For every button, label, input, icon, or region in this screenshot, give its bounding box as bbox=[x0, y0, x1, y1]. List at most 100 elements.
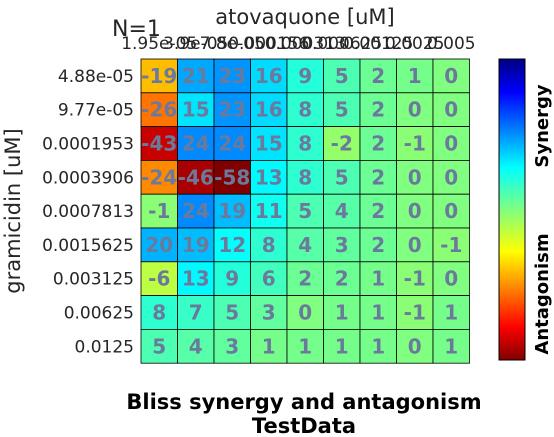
heatmap-cell-value: -46 bbox=[178, 165, 214, 189]
heatmap-cell-value: 13 bbox=[182, 267, 210, 291]
heatmap-cell-value: 0 bbox=[408, 98, 422, 122]
heatmap-cell-value: 1 bbox=[408, 64, 422, 88]
heatmap-cell-value: 16 bbox=[255, 98, 283, 122]
y-tick-label: 0.0001953 bbox=[42, 135, 134, 155]
heatmap-cell-value: 1 bbox=[371, 301, 385, 325]
heatmap-cell bbox=[213, 328, 251, 364]
heatmap-cell bbox=[432, 227, 470, 263]
heatmap-cell bbox=[140, 58, 178, 94]
heatmap-cell bbox=[359, 126, 397, 161]
heatmap-cell bbox=[140, 193, 178, 229]
heatmap-cell-value: 8 bbox=[262, 233, 276, 257]
heatmap-cell bbox=[286, 159, 324, 195]
heatmap-cell bbox=[140, 126, 178, 161]
heatmap-cell-value: 5 bbox=[335, 64, 349, 88]
heatmap-cell bbox=[432, 328, 470, 364]
heatmap-cell-value: 2 bbox=[371, 98, 385, 122]
heatmap-cell-value: 21 bbox=[182, 64, 210, 88]
heatmap-cell-value: 11 bbox=[255, 199, 283, 223]
heatmap-cell bbox=[286, 126, 324, 161]
heatmap-cell bbox=[286, 295, 324, 330]
heatmap-cell bbox=[432, 193, 470, 229]
heatmap-cell-value: 0 bbox=[444, 199, 458, 223]
heatmap-cell-value: -24 bbox=[141, 165, 177, 189]
heatmap-cell-value: -26 bbox=[141, 98, 177, 122]
heatmap-cell-value: 5 bbox=[298, 199, 312, 223]
heatmap-cell-value: 9 bbox=[298, 64, 312, 88]
heatmap-cell-value: 8 bbox=[298, 98, 312, 122]
y-tick-label: 0.003125 bbox=[53, 270, 134, 290]
y-tick-label: 9.77e-05 bbox=[58, 101, 134, 121]
heatmap-cell-value: 0 bbox=[444, 98, 458, 122]
heatmap-cell-value: -1 bbox=[404, 267, 426, 291]
chart-subtitle: TestData bbox=[252, 414, 356, 437]
heatmap-cell bbox=[213, 193, 251, 229]
heatmap-cell-value: 15 bbox=[255, 132, 283, 156]
heatmap-cell-value: 4 bbox=[298, 233, 312, 257]
heatmap-cell-value: -1 bbox=[148, 199, 170, 223]
y-tick-labels: 4.88e-05 9.77e-05 0.0001953 0.0003906 0.0007… bbox=[42, 67, 134, 357]
x-tick-label: 0.00125 bbox=[343, 34, 413, 54]
heatmap-cell-value: 0 bbox=[408, 199, 422, 223]
heatmap-cell bbox=[213, 126, 251, 161]
heatmap-cell-value: 5 bbox=[152, 334, 166, 358]
x-tick-label: 3.9e-05 bbox=[163, 34, 228, 54]
heatmap-cell bbox=[396, 58, 434, 94]
heatmap-cell-value: -6 bbox=[148, 267, 170, 291]
x-tick-label: 0.000313 bbox=[265, 34, 346, 54]
x-tick-label: 0.0025 bbox=[385, 34, 444, 54]
heatmap-cell-value: 7 bbox=[189, 301, 203, 325]
heatmap-cell-value: 2 bbox=[371, 64, 385, 88]
heatmap-cell-value: 20 bbox=[145, 233, 173, 257]
heatmap-cell-value: 19 bbox=[182, 233, 210, 257]
y-tick-label: 4.88e-05 bbox=[58, 67, 134, 87]
heatmap-cell-value: 3 bbox=[225, 334, 239, 358]
heatmap-cell bbox=[140, 92, 178, 128]
heatmap-cell-value: 23 bbox=[218, 98, 246, 122]
heatmap-cell-value: 15 bbox=[182, 98, 210, 122]
heatmap-cell-value: 2 bbox=[335, 267, 349, 291]
heatmap-cell bbox=[323, 227, 361, 263]
x-tick-labels: 1.95e-053.9e-057.8e-050.0001560.0003130.… bbox=[121, 34, 475, 54]
heatmap-cell-value: 0 bbox=[444, 64, 458, 88]
heatmap-cell-value: 0 bbox=[408, 165, 422, 189]
heatmap-cell-value: 5 bbox=[335, 165, 349, 189]
heatmap-cell-value: -1 bbox=[404, 132, 426, 156]
heatmap-cell-value: 6 bbox=[262, 267, 276, 291]
colorbar-label-antagonism: Antagonism bbox=[532, 233, 553, 354]
heatmap-cell bbox=[213, 261, 251, 296]
heatmap-cell-value: 24 bbox=[182, 199, 210, 223]
heatmap-cell bbox=[286, 328, 324, 364]
heatmap-cell bbox=[432, 261, 470, 296]
heatmap-cell-value: 2 bbox=[298, 267, 312, 291]
heatmap-cell bbox=[286, 261, 324, 296]
heatmap-cell bbox=[177, 328, 215, 364]
heatmap-cell bbox=[396, 295, 434, 330]
heatmap-cell bbox=[250, 261, 288, 296]
heatmap-cell-value: -19 bbox=[141, 64, 177, 88]
x-tick-label: 7.8e-05 bbox=[200, 34, 265, 54]
heatmap-cell bbox=[286, 193, 324, 229]
heatmap-cell bbox=[359, 328, 397, 364]
y-tick-label: 0.0015625 bbox=[42, 236, 134, 256]
chart-title: Bliss synergy and antagonism bbox=[126, 390, 481, 414]
heatmap-cell bbox=[432, 126, 470, 161]
heatmap-cell bbox=[250, 328, 288, 364]
heatmap-cell-value: 4 bbox=[189, 334, 203, 358]
heatmap-cell-value: 0 bbox=[408, 233, 422, 257]
heatmap-cell-value: 24 bbox=[218, 132, 246, 156]
heatmap-cell-value: 1 bbox=[371, 267, 385, 291]
heatmap-cell bbox=[432, 159, 470, 195]
heatmap-cell bbox=[359, 159, 397, 195]
heatmap-cell bbox=[432, 295, 470, 330]
heatmap-cell-value: 0 bbox=[444, 132, 458, 156]
heatmap-cell-value: 2 bbox=[371, 132, 385, 156]
heatmap-cell bbox=[250, 159, 288, 195]
x-axis-title: atovaquone [uM] bbox=[215, 5, 394, 29]
heatmap-cell-value: 0 bbox=[298, 301, 312, 325]
heatmap-cell bbox=[432, 92, 470, 128]
heatmap-cell-value: -58 bbox=[214, 165, 250, 189]
heatmap-cell-value: 3 bbox=[335, 233, 349, 257]
x-tick-label: 0.005 bbox=[427, 34, 476, 54]
heatmap-cell-value: -1 bbox=[404, 301, 426, 325]
